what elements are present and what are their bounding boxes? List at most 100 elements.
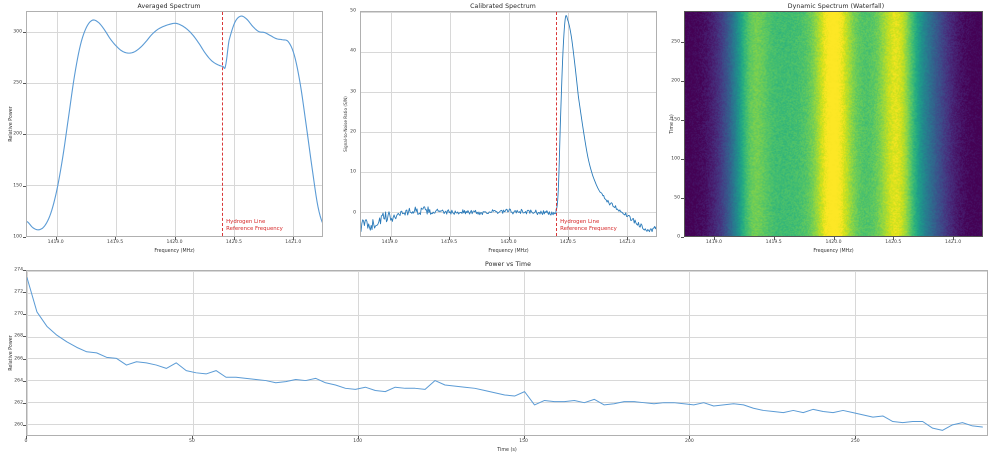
gridline — [292, 12, 294, 236]
ytick-mark — [681, 81, 684, 83]
xtick-label: 1419.0 — [705, 240, 722, 245]
xtick-label: 150 — [519, 439, 528, 444]
ytick-label: 200 — [13, 131, 22, 137]
gridline — [174, 12, 176, 236]
panel-calibrated-spectrum: Calibrated Spectrum Hydrogen Line Refere… — [334, 0, 694, 258]
xtick-label: 1420.0 — [166, 240, 183, 245]
ytick-label: 300 — [13, 29, 22, 34]
hydrogen-annotation: Hydrogen Line Reference Frequency — [560, 219, 617, 232]
averaged-spectrum-line — [27, 15, 322, 231]
ytick-mark — [23, 237, 26, 238]
xtick-label: 1421.0 — [285, 240, 302, 245]
gridline — [854, 271, 856, 435]
ytick-label: 250 — [13, 80, 22, 86]
ytick-mark — [681, 198, 684, 199]
ytick-label: 266 — [14, 356, 23, 361]
xtick-mark — [508, 237, 510, 240]
gridline — [27, 402, 987, 404]
averaged-spectrum-ylabel: Relative Power — [9, 106, 14, 142]
waterfall-xlabel: Frequency (MHz) — [813, 249, 854, 254]
ytick-mark — [23, 380, 26, 382]
panel-power-vs-time: Power vs Time 260 262 264 266 26 — [0, 258, 1000, 466]
ytick-mark — [23, 336, 26, 338]
xtick-mark — [389, 237, 391, 240]
ytick-label: 100 — [13, 234, 22, 240]
ytick-label: 10 — [350, 169, 356, 175]
xtick-label: 1419.5 — [107, 240, 124, 245]
xtick-mark — [893, 237, 895, 240]
averaged-spectrum-xlabel: Frequency (MHz) — [154, 249, 195, 254]
ytick-label: 250 — [671, 39, 680, 45]
xtick-label: 1420.0 — [825, 240, 842, 245]
gridline — [27, 271, 987, 272]
gridline — [27, 358, 987, 360]
gridline — [27, 314, 987, 316]
ytick-label: 272 — [14, 289, 23, 295]
hydrogen-annotation-line2: Reference Frequency — [560, 225, 617, 232]
gridline — [689, 271, 691, 435]
gridline — [192, 271, 194, 435]
ytick-mark — [23, 270, 26, 271]
ytick-label: 200 — [671, 78, 680, 84]
xtick-mark — [855, 436, 857, 439]
gridline — [358, 271, 359, 435]
ytick-label: 262 — [14, 400, 23, 406]
gridline — [390, 12, 392, 236]
ytick-label: 20 — [350, 129, 356, 135]
gridline — [27, 424, 987, 426]
gridline — [523, 271, 525, 435]
xtick-label: 1419.0 — [381, 240, 398, 245]
waterfall-heatmap — [685, 12, 982, 236]
calibrated-spectrum-line — [361, 15, 656, 233]
xtick-mark — [293, 237, 295, 240]
gridline — [567, 12, 569, 236]
gridline — [56, 12, 58, 236]
xtick-label: 1421.0 — [619, 240, 636, 245]
power-vs-time-ylabel: Relative Power — [9, 335, 14, 371]
ytick-label: 0 — [677, 234, 680, 240]
xtick-mark — [627, 237, 629, 240]
waterfall-title: Dynamic Spectrum (Waterfall) — [787, 3, 885, 10]
ytick-label: 50 — [674, 195, 680, 201]
ytick-label: 100 — [671, 156, 680, 162]
xtick-label: 1419.5 — [765, 240, 782, 245]
xtick-mark — [689, 436, 691, 439]
ytick-mark — [23, 424, 26, 426]
ytick-mark — [23, 134, 26, 136]
calibrated-spectrum-axes: Hydrogen Line Reference Frequency — [360, 11, 657, 237]
power-vs-time-axes — [26, 270, 988, 436]
ytick-label: 150 — [13, 183, 22, 189]
ytick-label: 50 — [350, 8, 356, 14]
xtick-label: 1420.0 — [500, 240, 517, 245]
xtick-label: 250 — [850, 439, 860, 444]
xtick-mark — [233, 237, 235, 240]
xtick-label: 1420.5 — [559, 240, 576, 245]
xtick-label: 100 — [353, 439, 363, 444]
hydrogen-annotation-line1: Hydrogen Line — [560, 219, 600, 226]
power-vs-time-line — [27, 277, 983, 431]
hydrogen-reference-line — [556, 12, 558, 236]
xtick-mark — [833, 237, 835, 240]
ytick-label: 274 — [14, 267, 23, 273]
power-vs-time-title: Power vs Time — [485, 261, 531, 268]
ytick-mark — [681, 159, 684, 161]
ytick-mark — [23, 314, 26, 316]
ytick-label: 150 — [671, 117, 680, 123]
power-vs-time-xlabel: Time (s) — [497, 448, 517, 453]
hydrogen-annotation: Hydrogen Line Reference Frequency — [226, 219, 283, 232]
xtick-label: 1420.5 — [885, 240, 902, 245]
ytick-mark — [23, 185, 26, 187]
gridline — [508, 12, 510, 236]
xtick-mark — [567, 237, 569, 240]
gridline — [27, 271, 28, 435]
ytick-mark — [23, 82, 26, 84]
xtick-mark — [115, 237, 117, 240]
waterfall-ylabel: Time (s) — [670, 114, 675, 134]
ytick-mark — [23, 402, 26, 404]
hydrogen-annotation-line2: Reference Frequency — [226, 225, 283, 232]
ytick-label: 30 — [350, 89, 356, 95]
xtick-label: 1419.5 — [441, 240, 458, 245]
xtick-mark — [26, 436, 27, 439]
ytick-mark — [681, 42, 684, 44]
